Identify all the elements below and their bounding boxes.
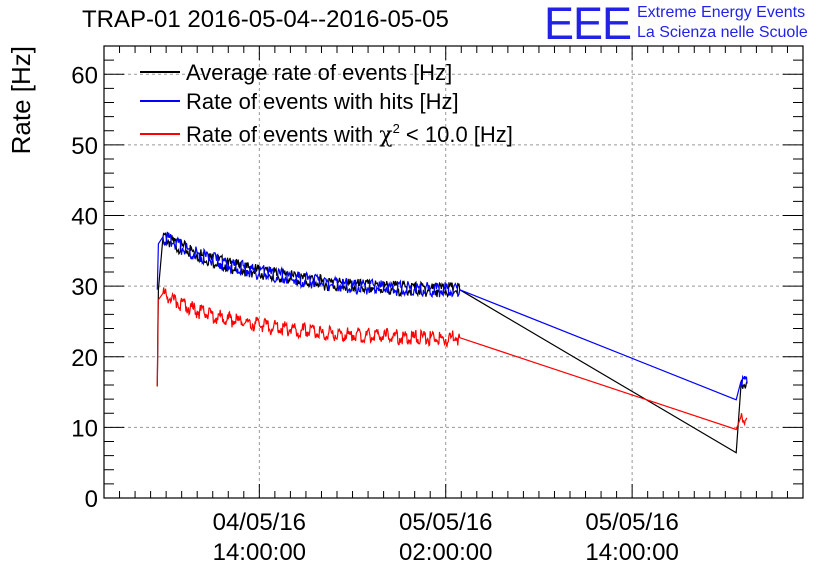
- x-tick-label-time: 02:00:00: [399, 539, 492, 566]
- y-axis-label: Rate [Hz]: [6, 46, 36, 154]
- y-tick-label: 60: [71, 62, 98, 89]
- series-line-hits: [156, 231, 748, 401]
- x-tick-label-date: 04/05/16: [213, 509, 306, 536]
- legend-label-chi2: Rate of events with χ2 < 10.0 [Hz]: [186, 121, 513, 148]
- legend-chi2-symbol: χ: [379, 123, 392, 148]
- grid: [104, 46, 803, 498]
- logo-subtitle-line2: La Scienza nelle Scuole: [637, 24, 808, 41]
- y-tick-label: 50: [71, 133, 98, 160]
- x-tick-label-time: 14:00:00: [585, 539, 678, 566]
- axes: 0 10 20 30 40 50 60 04/05/16 14:00:00 05/05/16 02:…: [71, 45, 803, 566]
- x-tick-label-date: 05/05/16: [399, 509, 492, 536]
- chart-title: TRAP-01 2016-05-04--2016-05-05: [82, 6, 449, 33]
- legend: Average rate of events [Hz] Rate of even…: [140, 60, 513, 148]
- series-line-chi2: [156, 287, 748, 431]
- legend-chi2-sup: 2: [393, 121, 400, 136]
- series-lines: [156, 231, 748, 454]
- y-tick-label: 30: [71, 274, 98, 301]
- legend-label-hits: Rate of events with hits [Hz]: [186, 89, 459, 114]
- legend-chi2-pre: Rate of events with: [186, 122, 379, 147]
- eee-logo: EEE: [544, 0, 632, 49]
- logo-subtitle-line1: Extreme Energy Events: [637, 4, 806, 21]
- y-tick-label: 10: [71, 415, 98, 442]
- y-tick-label: 20: [71, 345, 98, 372]
- legend-chi2-post: < 10.0 [Hz]: [400, 122, 513, 147]
- x-tick-label-time: 14:00:00: [213, 539, 306, 566]
- series-line-average: [156, 232, 748, 454]
- x-tick-label-date: 05/05/16: [585, 509, 678, 536]
- y-tick-label: 0: [85, 486, 98, 513]
- legend-label-average: Average rate of events [Hz]: [186, 60, 452, 85]
- y-tick-label: 40: [71, 204, 98, 231]
